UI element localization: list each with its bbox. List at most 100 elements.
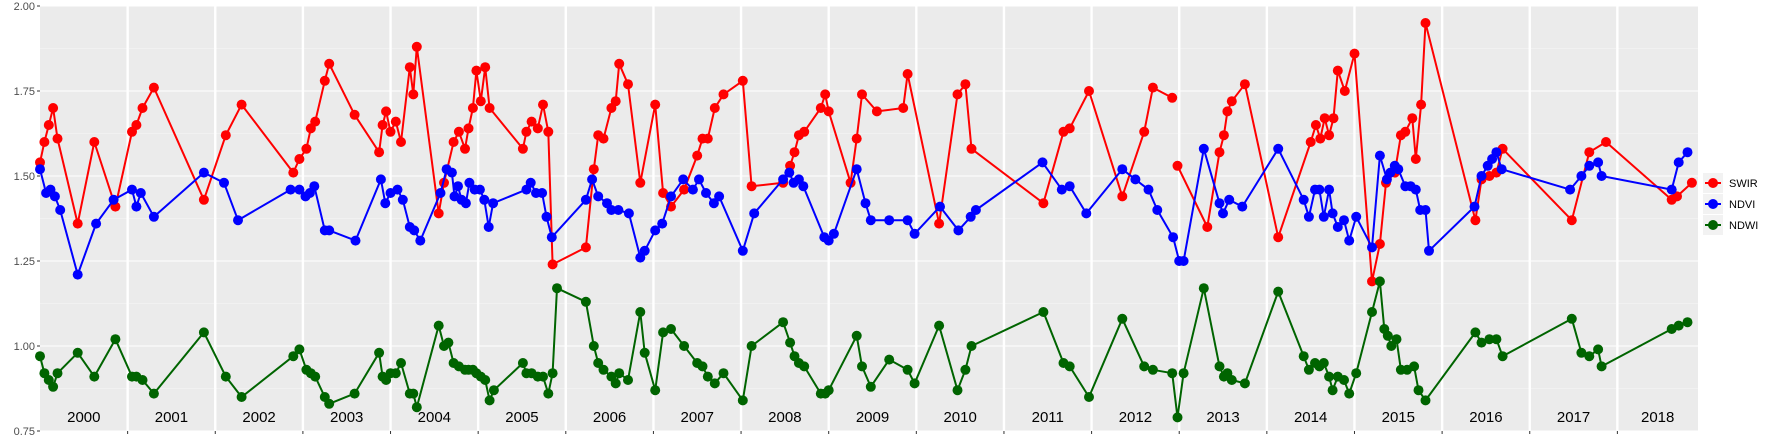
data-point-ndvi — [1130, 174, 1141, 185]
data-point-swir — [480, 62, 491, 73]
data-point-ndvi — [397, 194, 408, 205]
data-point-ndvi — [828, 228, 839, 239]
data-point-ndwi — [1327, 385, 1338, 396]
data-point-swir — [851, 133, 862, 144]
data-point-ndvi — [135, 188, 146, 198]
data-point-ndwi — [443, 337, 454, 348]
data-point-ndwi — [547, 368, 558, 379]
data-point-ndwi — [552, 283, 562, 294]
data-point-swir — [1566, 215, 1577, 226]
data-point-ndwi — [960, 364, 971, 375]
data-point-swir — [1147, 82, 1158, 93]
data-point-ndwi — [1344, 388, 1355, 399]
data-point-swir — [1315, 133, 1326, 144]
data-point-ndvi — [1298, 194, 1309, 205]
data-point-ndwi — [408, 388, 419, 399]
data-point-ndwi — [1497, 351, 1508, 362]
data-point-ndwi — [799, 361, 810, 372]
data-point-ndvi — [678, 174, 689, 185]
data-point-ndwi — [851, 330, 862, 341]
legend-item-swir: SWIR — [1703, 173, 1758, 193]
data-point-ndwi — [288, 351, 299, 362]
data-point-ndvi — [1214, 198, 1225, 209]
data-point-ndwi — [1226, 375, 1237, 385]
data-point-swir — [1038, 198, 1049, 209]
data-point-ndvi — [537, 188, 548, 198]
data-point-swir — [460, 143, 470, 154]
data-point-ndwi — [236, 392, 247, 402]
data-point-ndwi — [1324, 371, 1335, 382]
data-point-swir — [1601, 137, 1611, 147]
data-point-swir — [1324, 130, 1335, 141]
data-point-ndvi — [1393, 164, 1404, 175]
data-point-ndwi — [737, 395, 748, 406]
data-point-ndvi — [860, 198, 871, 209]
data-point-ndvi — [49, 191, 60, 202]
year-label: 2007 — [681, 409, 714, 426]
data-point-ndvi — [1666, 184, 1677, 195]
data-point-ndvi — [823, 235, 834, 246]
data-point-ndwi — [1420, 395, 1431, 406]
data-point-swir — [1310, 120, 1321, 130]
data-point-ndwi — [746, 341, 757, 351]
data-point-ndwi — [374, 347, 385, 358]
data-point-ndwi — [89, 371, 100, 382]
legend-item-ndvi: NDVI — [1703, 194, 1755, 214]
data-point-ndvi — [1198, 143, 1209, 154]
data-point-ndvi — [657, 218, 668, 229]
year-label: 2012 — [1119, 409, 1152, 426]
data-point-ndvi — [479, 194, 490, 205]
data-point-ndwi — [580, 296, 591, 307]
data-point-swir — [709, 103, 720, 113]
data-point-swir — [547, 259, 558, 270]
data-point-ndvi — [392, 184, 403, 195]
data-point-ndwi — [902, 364, 913, 375]
data-point-swir — [1172, 160, 1183, 171]
data-point-ndvi — [623, 208, 634, 219]
data-point-ndvi — [1351, 211, 1362, 222]
data-point-swir — [857, 89, 867, 100]
y-tick-label: 0.75 — [14, 426, 35, 438]
data-point-swir — [1319, 113, 1330, 124]
data-point-ndwi — [1391, 334, 1402, 345]
data-point-ndwi — [72, 347, 83, 358]
legend-label: NDVI — [1729, 199, 1755, 211]
data-point-ndwi — [488, 385, 499, 396]
data-point-ndvi — [1491, 147, 1502, 158]
year-label: 2008 — [768, 409, 801, 426]
data-point-ndvi — [639, 245, 650, 256]
data-point-swir — [1239, 79, 1250, 90]
data-point-swir — [902, 69, 913, 79]
data-point-swir — [532, 123, 543, 134]
data-point-swir — [650, 99, 661, 110]
data-point-swir — [1672, 191, 1682, 202]
data-point-swir — [538, 99, 548, 110]
data-point-swir — [324, 58, 335, 69]
data-point-ndvi — [309, 181, 320, 192]
data-point-ndwi — [966, 341, 977, 351]
legend-label: NDWI — [1729, 220, 1758, 232]
data-point-ndvi — [1143, 184, 1154, 195]
data-point-swir — [1273, 232, 1284, 243]
data-point-swir — [1084, 86, 1094, 96]
data-point-ndwi — [1339, 375, 1349, 385]
data-point-ndwi — [1303, 364, 1314, 375]
data-point-ndwi — [952, 385, 963, 396]
year-label: 2015 — [1382, 409, 1415, 426]
data-point-swir — [408, 89, 419, 100]
data-point-ndvi — [1237, 201, 1248, 212]
data-point-ndvi — [72, 269, 83, 280]
legend-item-ndwi: NDWI — [1703, 215, 1758, 235]
data-point-ndvi — [1339, 215, 1349, 226]
data-point-swir — [1222, 106, 1233, 117]
data-point-swir — [1226, 96, 1237, 107]
data-point-ndvi — [953, 225, 964, 236]
data-point-swir — [433, 208, 444, 219]
legend-marker — [1708, 199, 1718, 209]
data-point-swir — [1339, 86, 1350, 96]
grid-lines — [40, 5, 1698, 432]
series-ndwi — [35, 276, 1693, 423]
data-point-swir — [871, 106, 882, 117]
data-point-ndvi — [1224, 194, 1235, 205]
data-point-ndwi — [857, 361, 867, 372]
